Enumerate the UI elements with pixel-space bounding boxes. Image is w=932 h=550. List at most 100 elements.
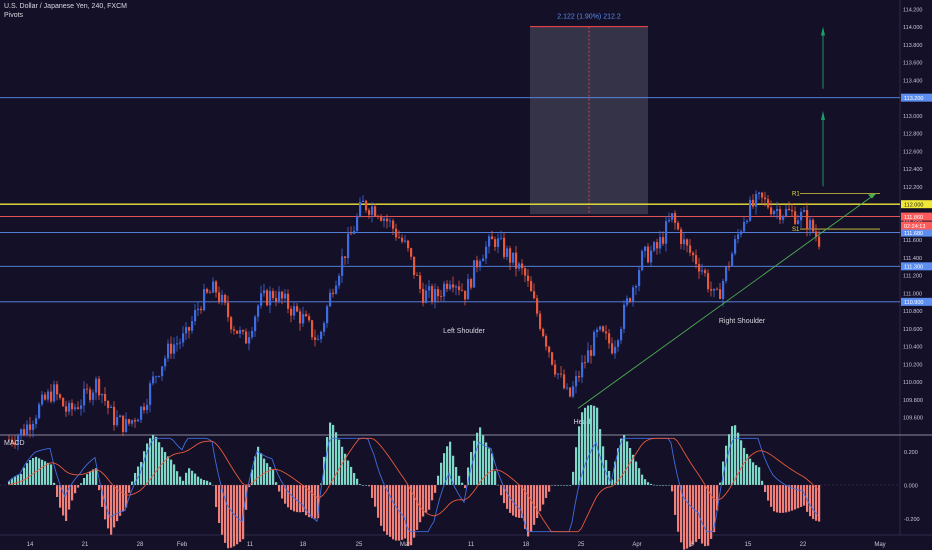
annotation-left-shoulder: Left Shoulder	[443, 328, 485, 335]
candle-body	[86, 388, 89, 390]
candle-body	[569, 387, 572, 397]
candle-body	[254, 316, 257, 332]
candle-body	[578, 376, 581, 378]
macd-histogram-bar	[800, 485, 803, 507]
macd-histogram-bar	[710, 485, 713, 539]
candle-body	[305, 314, 308, 317]
candle-body	[812, 219, 815, 232]
macd-histogram-bar	[791, 485, 794, 511]
candle-body	[74, 407, 77, 410]
macd-histogram-bar	[548, 485, 551, 492]
macd-histogram-bar	[797, 485, 800, 509]
candle-body	[701, 270, 704, 272]
candle-body	[497, 238, 500, 247]
candle-body	[359, 202, 362, 217]
price-level-tag-label: 110.900	[904, 300, 923, 306]
candle-body	[758, 192, 761, 194]
macd-histogram-bar	[662, 485, 665, 486]
candle-body	[302, 314, 305, 324]
macd-histogram-bar	[461, 482, 464, 485]
macd-line	[7, 437, 819, 533]
macd-histogram-bar	[677, 485, 680, 532]
candle-body	[599, 326, 602, 330]
macd-histogram-bar	[647, 482, 650, 485]
candle-body	[473, 260, 476, 288]
candle-body	[596, 329, 599, 333]
candle-body	[581, 362, 584, 378]
macd-histogram-bar	[638, 468, 641, 485]
macd-histogram-bar	[476, 432, 479, 485]
candle-body	[446, 283, 449, 289]
macd-histogram-bar	[350, 466, 353, 485]
candle-body	[674, 213, 677, 223]
candle-body	[575, 376, 578, 387]
candle-body	[401, 237, 404, 242]
macd-histogram-bar	[401, 485, 404, 540]
candle-body	[398, 237, 401, 239]
candle-body	[395, 228, 398, 238]
macd-histogram-bar	[806, 485, 809, 512]
candle-body	[287, 293, 290, 309]
candle-body	[92, 392, 95, 400]
macd-histogram-bar	[161, 447, 164, 485]
candle-body	[455, 286, 458, 288]
trendline[interactable]	[577, 193, 877, 409]
macd-histogram-bar	[587, 405, 590, 485]
candle-body	[605, 331, 608, 334]
price-level-tag	[901, 297, 932, 306]
macd-histogram-bar	[452, 455, 455, 485]
macd-histogram-bar	[575, 447, 578, 485]
candle-body	[245, 331, 248, 344]
candle-body	[440, 296, 443, 297]
macd-histogram-bar	[194, 473, 197, 485]
macd-histogram-bar	[752, 462, 755, 485]
candle-body	[182, 333, 185, 343]
macd-histogram-bar	[635, 461, 638, 485]
candle-body	[818, 236, 821, 247]
macd-histogram-bar	[164, 452, 167, 485]
candle-body	[713, 288, 716, 291]
candle-body	[347, 233, 350, 259]
candle-body	[680, 229, 683, 245]
trendline-arrowhead	[868, 193, 876, 199]
candle-body	[725, 266, 728, 282]
macd-histogram-bar	[473, 440, 476, 485]
macd-histogram-bar	[698, 485, 701, 539]
candle-body	[11, 439, 14, 443]
macd-histogram-bar	[14, 476, 17, 485]
candle-body	[719, 289, 722, 299]
macd-histogram-bar	[386, 485, 389, 535]
candle-body	[215, 281, 218, 293]
macd-histogram-bar	[743, 447, 746, 485]
candle-body	[386, 218, 389, 222]
pivot-label: S1	[792, 227, 800, 233]
candle-body	[326, 306, 329, 324]
macd-histogram-bar	[200, 478, 203, 485]
candle-body	[587, 350, 590, 363]
candle-body	[167, 343, 170, 359]
macd-histogram-bar	[779, 485, 782, 513]
macd-histogram-bar	[203, 480, 206, 485]
macd-histogram-bar	[725, 445, 728, 485]
candle-body	[731, 253, 734, 267]
macd-histogram-bar	[434, 485, 437, 493]
macd-histogram-bar	[530, 485, 533, 532]
pivot-label: R1	[792, 192, 800, 198]
macd-histogram-bar	[365, 485, 368, 486]
macd-histogram-bar	[770, 485, 773, 507]
candle-body	[176, 343, 179, 345]
macd-histogram-bar	[257, 446, 260, 485]
candle-body	[377, 215, 380, 217]
macd-histogram-bar	[272, 470, 275, 485]
candle-body	[632, 287, 635, 302]
candle-body	[665, 221, 668, 244]
candle-body	[65, 406, 68, 412]
price-axis-tick: 112.600	[903, 149, 922, 155]
candle-body	[644, 246, 647, 251]
macd-histogram-bar	[122, 485, 125, 512]
candle-body	[260, 293, 263, 306]
candle-body	[536, 298, 539, 314]
macd-histogram-bar	[26, 463, 29, 485]
macd-histogram-bar	[479, 427, 482, 485]
